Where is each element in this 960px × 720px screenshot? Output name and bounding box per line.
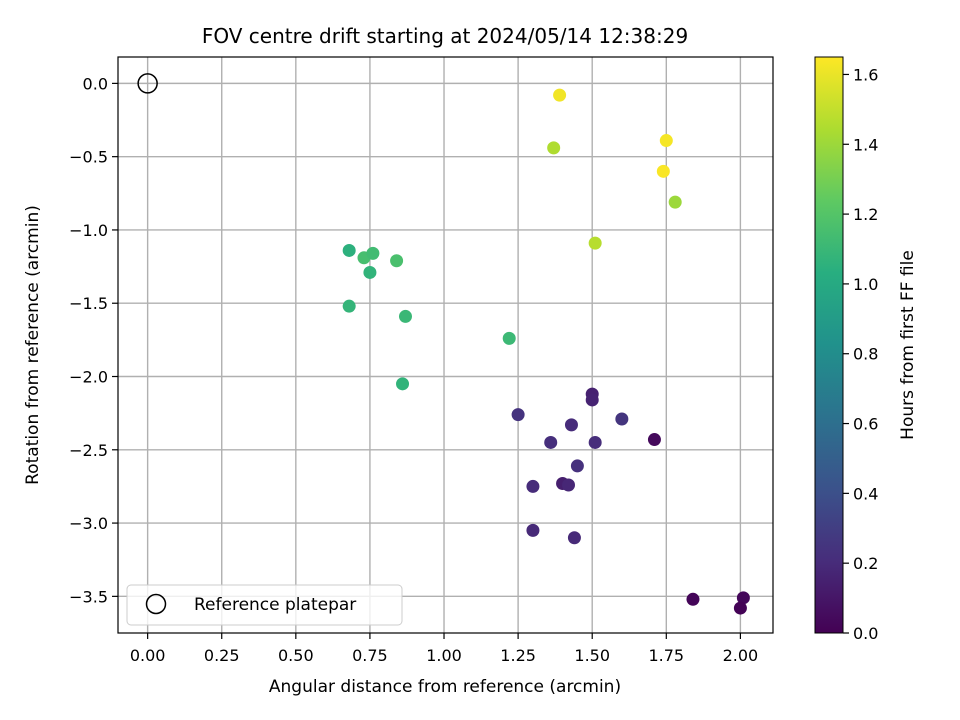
colorbar-ticks: 0.0 0.2 0.4 0.6 0.8 1.0 1.2 1.4 1.6 xyxy=(843,65,878,643)
data-point xyxy=(553,88,567,102)
data-point xyxy=(570,459,584,473)
data-point xyxy=(564,418,578,432)
x-tick-label: 0.00 xyxy=(130,646,166,665)
data-point xyxy=(656,164,670,178)
data-point xyxy=(567,531,581,545)
data-point xyxy=(363,265,377,279)
data-point xyxy=(733,601,747,615)
x-tick-label: 2.00 xyxy=(723,646,759,665)
x-tick-label: 1.50 xyxy=(574,646,610,665)
y-tick-label: −2.5 xyxy=(69,441,108,460)
data-point xyxy=(390,254,404,268)
data-points xyxy=(342,88,750,615)
x-tick-label: 1.00 xyxy=(426,646,462,665)
colorbar-tick-label: 0.6 xyxy=(853,415,878,434)
colorbar-tick-label: 1.6 xyxy=(853,65,878,84)
x-axis-ticks: 0.00 0.25 0.50 0.75 1.00 1.25 1.50 1.75 2.00 xyxy=(130,633,758,665)
data-point xyxy=(342,299,356,313)
colorbar-tick-label: 1.4 xyxy=(853,135,878,154)
colorbar-tick-label: 0.8 xyxy=(853,345,878,364)
y-tick-label: −0.5 xyxy=(69,148,108,167)
data-point xyxy=(736,591,750,605)
data-point xyxy=(396,377,410,391)
data-point xyxy=(547,141,561,155)
y-tick-label: −3.0 xyxy=(69,514,108,533)
y-tick-label: −1.5 xyxy=(69,294,108,313)
y-axis-label: Rotation from reference (arcmin) xyxy=(23,205,43,485)
colorbar-tick-label: 0.4 xyxy=(853,484,878,503)
x-tick-label: 1.25 xyxy=(500,646,536,665)
colorbar-tick-label: 1.2 xyxy=(853,205,878,224)
grid-lines xyxy=(118,57,773,633)
legend: Reference platepar xyxy=(126,584,403,626)
x-tick-label: 0.50 xyxy=(278,646,314,665)
data-point xyxy=(668,195,682,209)
legend-box xyxy=(126,584,403,626)
data-point xyxy=(398,309,412,323)
colorbar-label: Hours from first FF file xyxy=(898,250,918,440)
y-tick-label: 0.0 xyxy=(83,74,108,93)
data-point xyxy=(588,236,602,250)
data-point xyxy=(647,433,661,447)
data-point xyxy=(366,246,380,260)
colorbar-gradient xyxy=(814,56,844,634)
reference-marker-layer xyxy=(137,73,158,94)
data-point xyxy=(686,592,700,606)
reference-point xyxy=(137,73,158,94)
data-point xyxy=(561,478,575,492)
x-tick-label: 0.75 xyxy=(352,646,388,665)
colorbar-tick-label: 1.0 xyxy=(853,275,878,294)
data-point xyxy=(659,134,673,148)
data-point xyxy=(585,393,599,407)
legend-reference-marker xyxy=(145,593,167,615)
legend-label: Reference platepar xyxy=(194,595,356,615)
data-point xyxy=(502,331,516,345)
chart-title: FOV centre drift starting at 2024/05/14 … xyxy=(202,24,688,48)
data-point xyxy=(342,243,356,257)
data-point xyxy=(615,412,629,426)
x-axis-label: Angular distance from reference (arcmin) xyxy=(269,677,621,697)
x-tick-label: 0.25 xyxy=(204,646,240,665)
y-tick-label: −3.5 xyxy=(69,587,108,606)
colorbar: 0.0 0.2 0.4 0.6 0.8 1.0 1.2 1.4 1.6 Hours from f… xyxy=(814,56,918,643)
plot-frame xyxy=(117,56,774,634)
y-tick-label: −2.0 xyxy=(69,368,108,387)
data-point xyxy=(511,408,525,422)
colorbar-tick-label: 0.2 xyxy=(853,554,878,573)
colorbar-tick-label: 0.0 xyxy=(853,624,878,643)
y-tick-label: −1.0 xyxy=(69,221,108,240)
data-point xyxy=(588,435,602,449)
data-point xyxy=(544,435,558,449)
x-tick-label: 1.75 xyxy=(648,646,684,665)
data-point xyxy=(526,479,540,493)
data-point xyxy=(526,523,540,537)
y-axis-ticks: 0.0 −0.5 −1.0 −1.5 −2.0 −2.5 −3.0 −3.5 xyxy=(69,74,118,606)
